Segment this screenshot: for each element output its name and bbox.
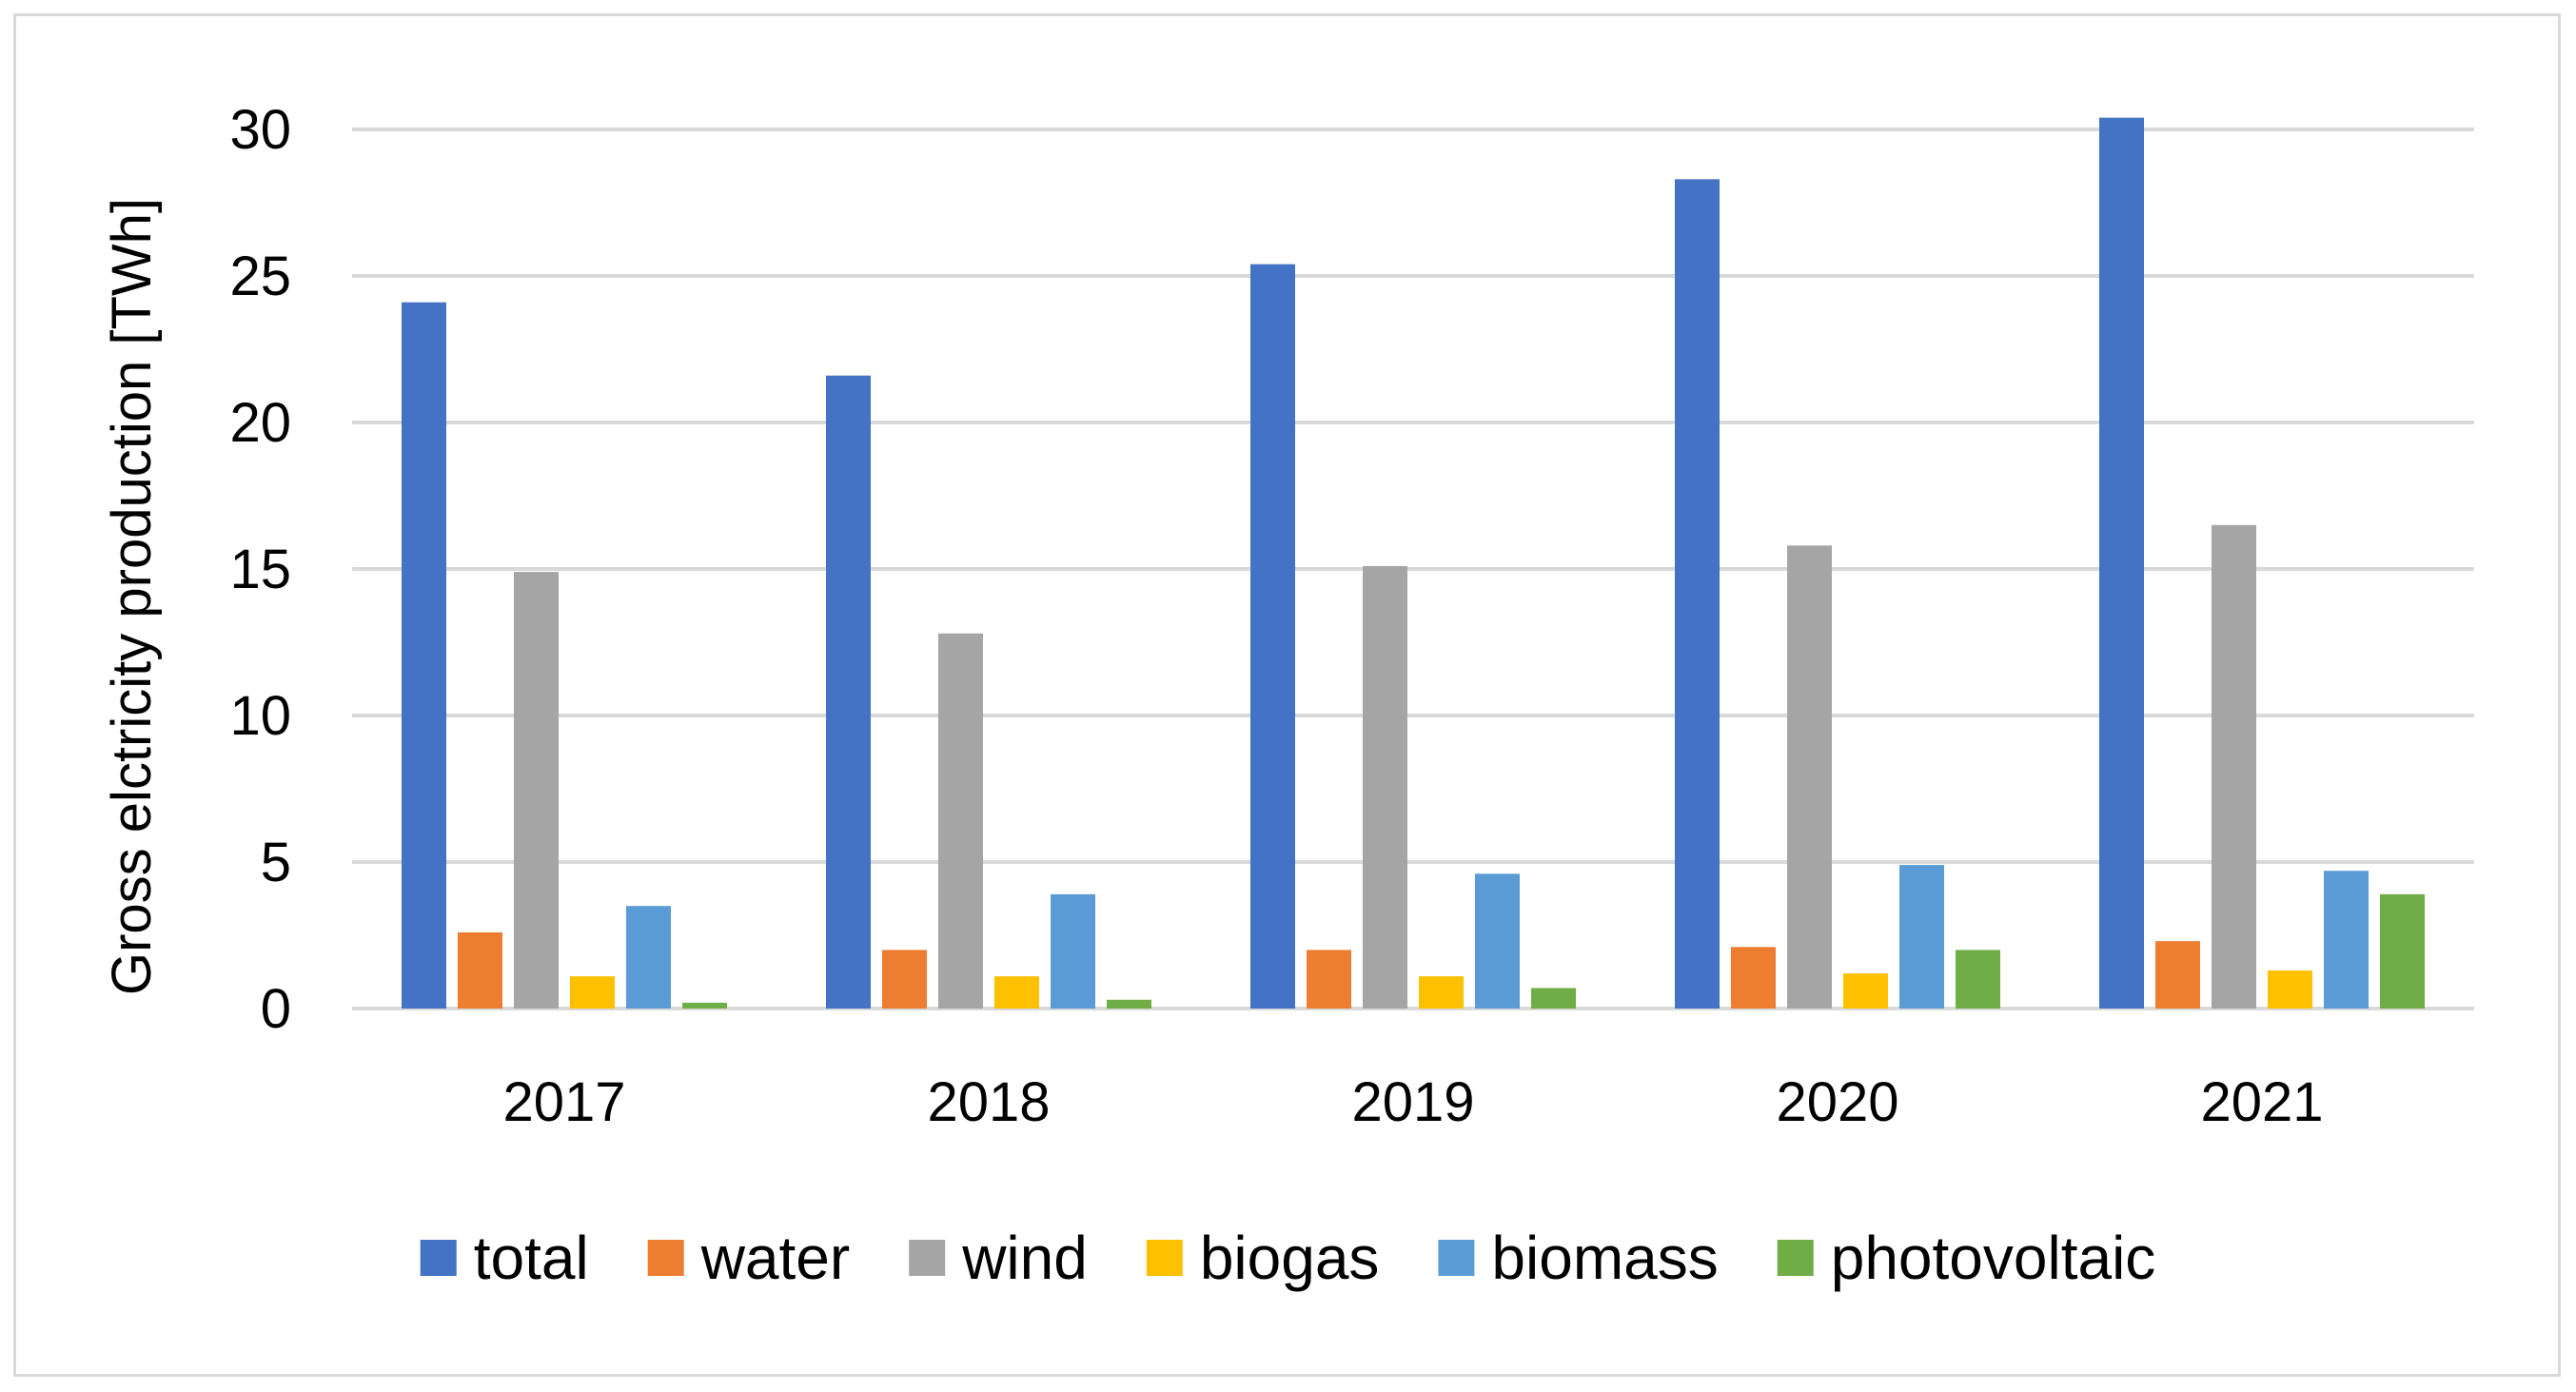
y-axis-ticks: 0 5 10 15 20 25 30 [229, 99, 291, 1040]
x-tick-label: 2021 [2200, 1071, 2323, 1133]
bar-wind-2021 [2212, 524, 2256, 1009]
legend-swatch-photovoltaic [1777, 1240, 1814, 1276]
bar-water-2020 [1731, 947, 1776, 1009]
bar-biomass-2018 [1051, 893, 1095, 1009]
bar-biomass-2017 [626, 906, 671, 1009]
bar-total-2021 [2099, 117, 2144, 1010]
y-tick-label: 0 [261, 978, 291, 1040]
legend-swatch-wind [909, 1240, 946, 1276]
bar-wind-2020 [1787, 545, 1832, 1009]
legend-label-biogas: biogas [1200, 1224, 1380, 1292]
x-axis-ticks: 2017 2018 2019 2020 2021 [502, 1071, 2323, 1133]
y-tick-label: 5 [261, 832, 291, 893]
bar-photovoltaic-2019 [1531, 988, 1576, 1009]
bar-biogas-2017 [570, 976, 615, 1009]
legend-swatch-total [420, 1240, 457, 1276]
bar-photovoltaic-2018 [1107, 999, 1151, 1009]
y-tick-label: 25 [229, 245, 291, 307]
legend-label-biomass: biomass [1491, 1224, 1718, 1292]
legend-label-photovoltaic: photovoltaic [1831, 1224, 2156, 1292]
bars [402, 117, 2425, 1010]
legend-swatch-biogas [1146, 1240, 1183, 1276]
bar-water-2018 [882, 950, 927, 1009]
x-tick-label: 2020 [1776, 1071, 1898, 1133]
bar-biomass-2021 [2324, 871, 2369, 1009]
bar-biogas-2020 [1843, 973, 1888, 1009]
bar-photovoltaic-2020 [1956, 950, 2000, 1009]
bar-wind-2019 [1363, 565, 1407, 1009]
bar-biomass-2019 [1475, 873, 1520, 1009]
y-tick-label: 30 [229, 99, 291, 161]
legend-swatch-water [647, 1240, 684, 1276]
bar-biogas-2021 [2268, 970, 2312, 1009]
gridlines [352, 127, 2474, 1010]
bar-water-2019 [1307, 950, 1351, 1009]
bar-biogas-2018 [994, 976, 1039, 1009]
bar-photovoltaic-2017 [682, 1002, 727, 1009]
legend-label-wind: wind [961, 1224, 1088, 1292]
bar-wind-2018 [938, 633, 983, 1009]
bar-total-2017 [402, 302, 446, 1010]
y-tick-label: 15 [229, 539, 291, 600]
legend-swatch-biomass [1438, 1240, 1475, 1276]
bar-photovoltaic-2021 [2380, 893, 2425, 1009]
x-tick-label: 2018 [927, 1071, 1050, 1133]
bar-total-2018 [826, 375, 871, 1010]
legend-label-water: water [700, 1224, 851, 1292]
bar-biomass-2020 [1899, 865, 1944, 1009]
y-axis-title: Gross elctricity production [TWh] [101, 198, 163, 995]
y-tick-label: 10 [229, 685, 291, 747]
bar-water-2017 [458, 931, 502, 1009]
bar-water-2021 [2155, 941, 2200, 1009]
bar-biogas-2019 [1419, 976, 1464, 1009]
bar-wind-2017 [514, 572, 559, 1009]
y-tick-label: 20 [229, 392, 291, 454]
bar-total-2020 [1675, 179, 1720, 1010]
legend: total water wind biogas biomass photovoltaic [420, 1224, 2156, 1292]
x-tick-label: 2019 [1351, 1071, 1474, 1133]
legend-label-total: total [474, 1224, 589, 1292]
bar-total-2019 [1250, 264, 1295, 1009]
x-tick-label: 2017 [502, 1071, 625, 1133]
